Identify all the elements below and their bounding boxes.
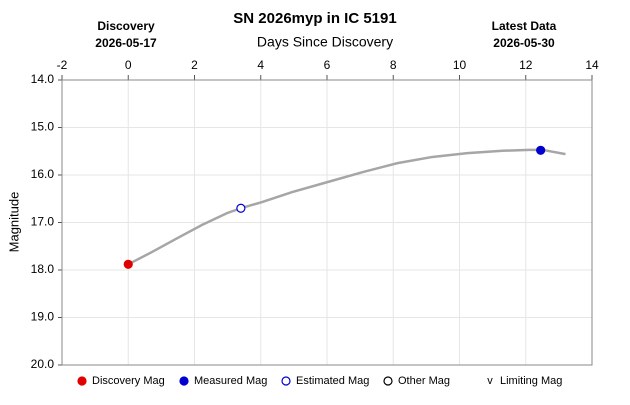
annotation: Discovery (97, 19, 155, 33)
x-tick-label: 12 (519, 58, 533, 72)
y-tick-label: 18.0 (31, 262, 55, 276)
chart-title: SN 2026myp in IC 5191 (233, 10, 396, 27)
x-tick-label: 8 (390, 58, 397, 72)
legend-label: Estimated Mag (296, 375, 369, 387)
x-tick-label: 6 (324, 58, 331, 72)
legend-marker: v (487, 375, 493, 387)
y-tick-label: 16.0 (31, 167, 55, 181)
y-tick-label: 19.0 (31, 310, 55, 324)
legend-marker (383, 376, 393, 386)
plot-frame (61, 79, 593, 366)
x-tick-label: 0 (125, 58, 132, 72)
annotation: 2026-05-30 (493, 36, 555, 50)
y-tick-label: 17.0 (31, 215, 55, 229)
data-point (123, 259, 133, 269)
x-axis-title: Days Since Discovery (257, 34, 393, 50)
y-tick-label: 20.0 (31, 357, 55, 371)
y-axis-title: Magnitude (6, 192, 21, 253)
y-tick-label: 15.0 (31, 120, 55, 134)
legend-marker (179, 376, 189, 386)
annotation: Latest Data (492, 19, 557, 33)
x-tick-label: 10 (453, 58, 467, 72)
legend-label: Measured Mag (194, 375, 267, 387)
x-tick-label: 2 (191, 58, 198, 72)
legend-label: Limiting Mag (500, 375, 562, 387)
data-point (236, 203, 246, 213)
y-tick-label: 14.0 (31, 72, 55, 86)
legend-marker (281, 376, 291, 386)
legend-label: Discovery Mag (92, 375, 165, 387)
annotation: 2026-05-17 (95, 36, 157, 50)
x-tick-label: 4 (257, 58, 264, 72)
x-tick-label: -2 (57, 58, 68, 72)
data-line (127, 148, 566, 266)
legend-marker (77, 376, 87, 386)
legend-label: Other Mag (398, 375, 450, 387)
x-tick-label: 14 (585, 58, 599, 72)
data-point (536, 145, 546, 155)
